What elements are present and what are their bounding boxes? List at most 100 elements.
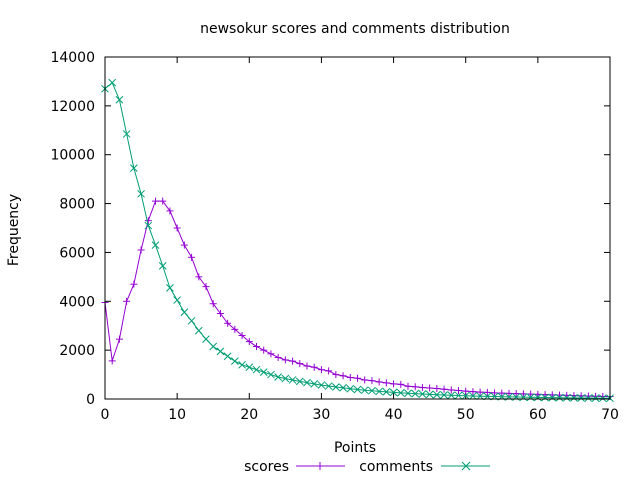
data-point-scores: [317, 366, 325, 374]
data-point-comments: [389, 388, 398, 397]
data-point-comments: [209, 342, 218, 351]
data-point-comments: [303, 378, 311, 387]
data-point-scores: [281, 356, 289, 364]
data-point-scores: [289, 357, 297, 365]
data-point-scores: [361, 376, 369, 384]
x-tick-label: 10: [168, 407, 186, 423]
data-point-comments: [519, 393, 528, 402]
data-point-comments: [187, 316, 196, 325]
data-point-scores: [339, 372, 347, 380]
y-tick-label: 6000: [59, 245, 95, 261]
legend-label-comments: comments: [359, 459, 433, 475]
data-point-comments: [382, 388, 391, 396]
data-point-comments: [108, 78, 117, 87]
data-point-scores: [137, 246, 145, 254]
data-point-scores: [534, 390, 542, 398]
data-point-comments: [252, 365, 261, 374]
data-point-scores: [144, 217, 152, 225]
data-point-scores: [173, 224, 181, 232]
data-point-comments: [353, 385, 362, 394]
data-point-scores: [411, 383, 419, 391]
data-point-comments: [360, 386, 369, 395]
data-point-comments: [440, 391, 448, 399]
series-line-scores: [104, 200, 611, 398]
data-point-scores: [498, 389, 506, 397]
data-point-comments: [454, 391, 463, 400]
data-point-comments: [598, 394, 607, 403]
x-tick-label: 20: [240, 407, 258, 423]
data-point-comments: [137, 189, 145, 198]
data-point-comments: [404, 389, 412, 398]
data-point-comments: [570, 394, 578, 402]
plot-frame: [104, 56, 611, 400]
data-point-scores: [130, 280, 138, 288]
data-point-scores: [346, 374, 354, 382]
y-tick-label: 0: [86, 392, 95, 408]
data-point-scores: [224, 319, 232, 327]
data-point-comments: [158, 262, 167, 270]
data-point-comments: [267, 370, 275, 379]
x-axis-label: Points: [334, 440, 376, 456]
data-point-comments: [274, 373, 282, 381]
data-point-scores: [426, 384, 434, 392]
data-point-comments: [317, 381, 326, 389]
data-point-comments: [555, 393, 564, 402]
data-point-scores: [491, 389, 499, 397]
data-point-comments: [173, 296, 181, 304]
data-point-scores: [375, 378, 383, 386]
data-point-scores: [180, 241, 188, 249]
data-point-scores: [512, 390, 520, 398]
data-point-scores: [325, 367, 333, 375]
data-point-scores: [195, 273, 203, 281]
data-point-scores: [527, 390, 535, 398]
data-point-comments: [238, 360, 246, 369]
data-point-scores: [209, 300, 217, 308]
y-tick-label: 12000: [50, 99, 95, 115]
data-point-scores: [476, 388, 484, 396]
data-point-comments: [259, 368, 268, 376]
data-point-comments: [461, 391, 470, 400]
data-point-scores: [216, 310, 224, 317]
data-point-scores: [455, 386, 462, 394]
data-point-scores: [188, 253, 196, 261]
data-point-comments: [281, 374, 290, 383]
legend: scores comments: [244, 459, 490, 475]
data-point-scores: [115, 335, 123, 343]
y-tick-label: 2000: [59, 343, 95, 359]
data-point-comments: [433, 390, 441, 399]
data-point-scores: [440, 385, 448, 393]
x-tick-label: 0: [101, 407, 110, 423]
data-point-comments: [591, 394, 600, 402]
data-point-scores: [202, 283, 210, 291]
data-point-scores: [404, 382, 412, 390]
data-point-scores: [382, 379, 390, 387]
axis-ticks: 0 2000 4000 6000 8000 10000 12000 14000 0 10 20 30 4…: [50, 50, 618, 423]
data-point-scores: [447, 386, 455, 394]
data-point-scores: [238, 331, 246, 339]
data-point-comments: [339, 383, 347, 392]
x-tick-label: 30: [313, 407, 331, 423]
data-point-scores: [397, 380, 405, 388]
data-point-comments: [526, 393, 535, 402]
legend-marker-comments: [461, 461, 471, 471]
series-layer: [101, 78, 614, 403]
y-tick-label: 4000: [59, 294, 95, 310]
data-point-comments: [245, 363, 254, 372]
data-point-scores: [505, 389, 513, 397]
data-point-comments: [425, 390, 434, 399]
data-point-comments: [295, 377, 304, 386]
data-point-comments: [368, 386, 376, 395]
data-point-comments: [411, 389, 420, 398]
data-point-comments: [202, 335, 210, 344]
data-point-scores: [483, 388, 491, 396]
data-point-comments: [223, 352, 232, 361]
data-point-scores: [253, 342, 260, 350]
data-point-comments: [447, 391, 456, 400]
data-point-scores: [166, 207, 174, 215]
data-point-scores: [231, 325, 239, 333]
data-point-comments: [332, 383, 340, 391]
data-point-comments: [166, 283, 174, 292]
data-point-scores: [519, 390, 527, 398]
data-point-comments: [288, 376, 297, 384]
data-point-comments: [151, 241, 160, 249]
